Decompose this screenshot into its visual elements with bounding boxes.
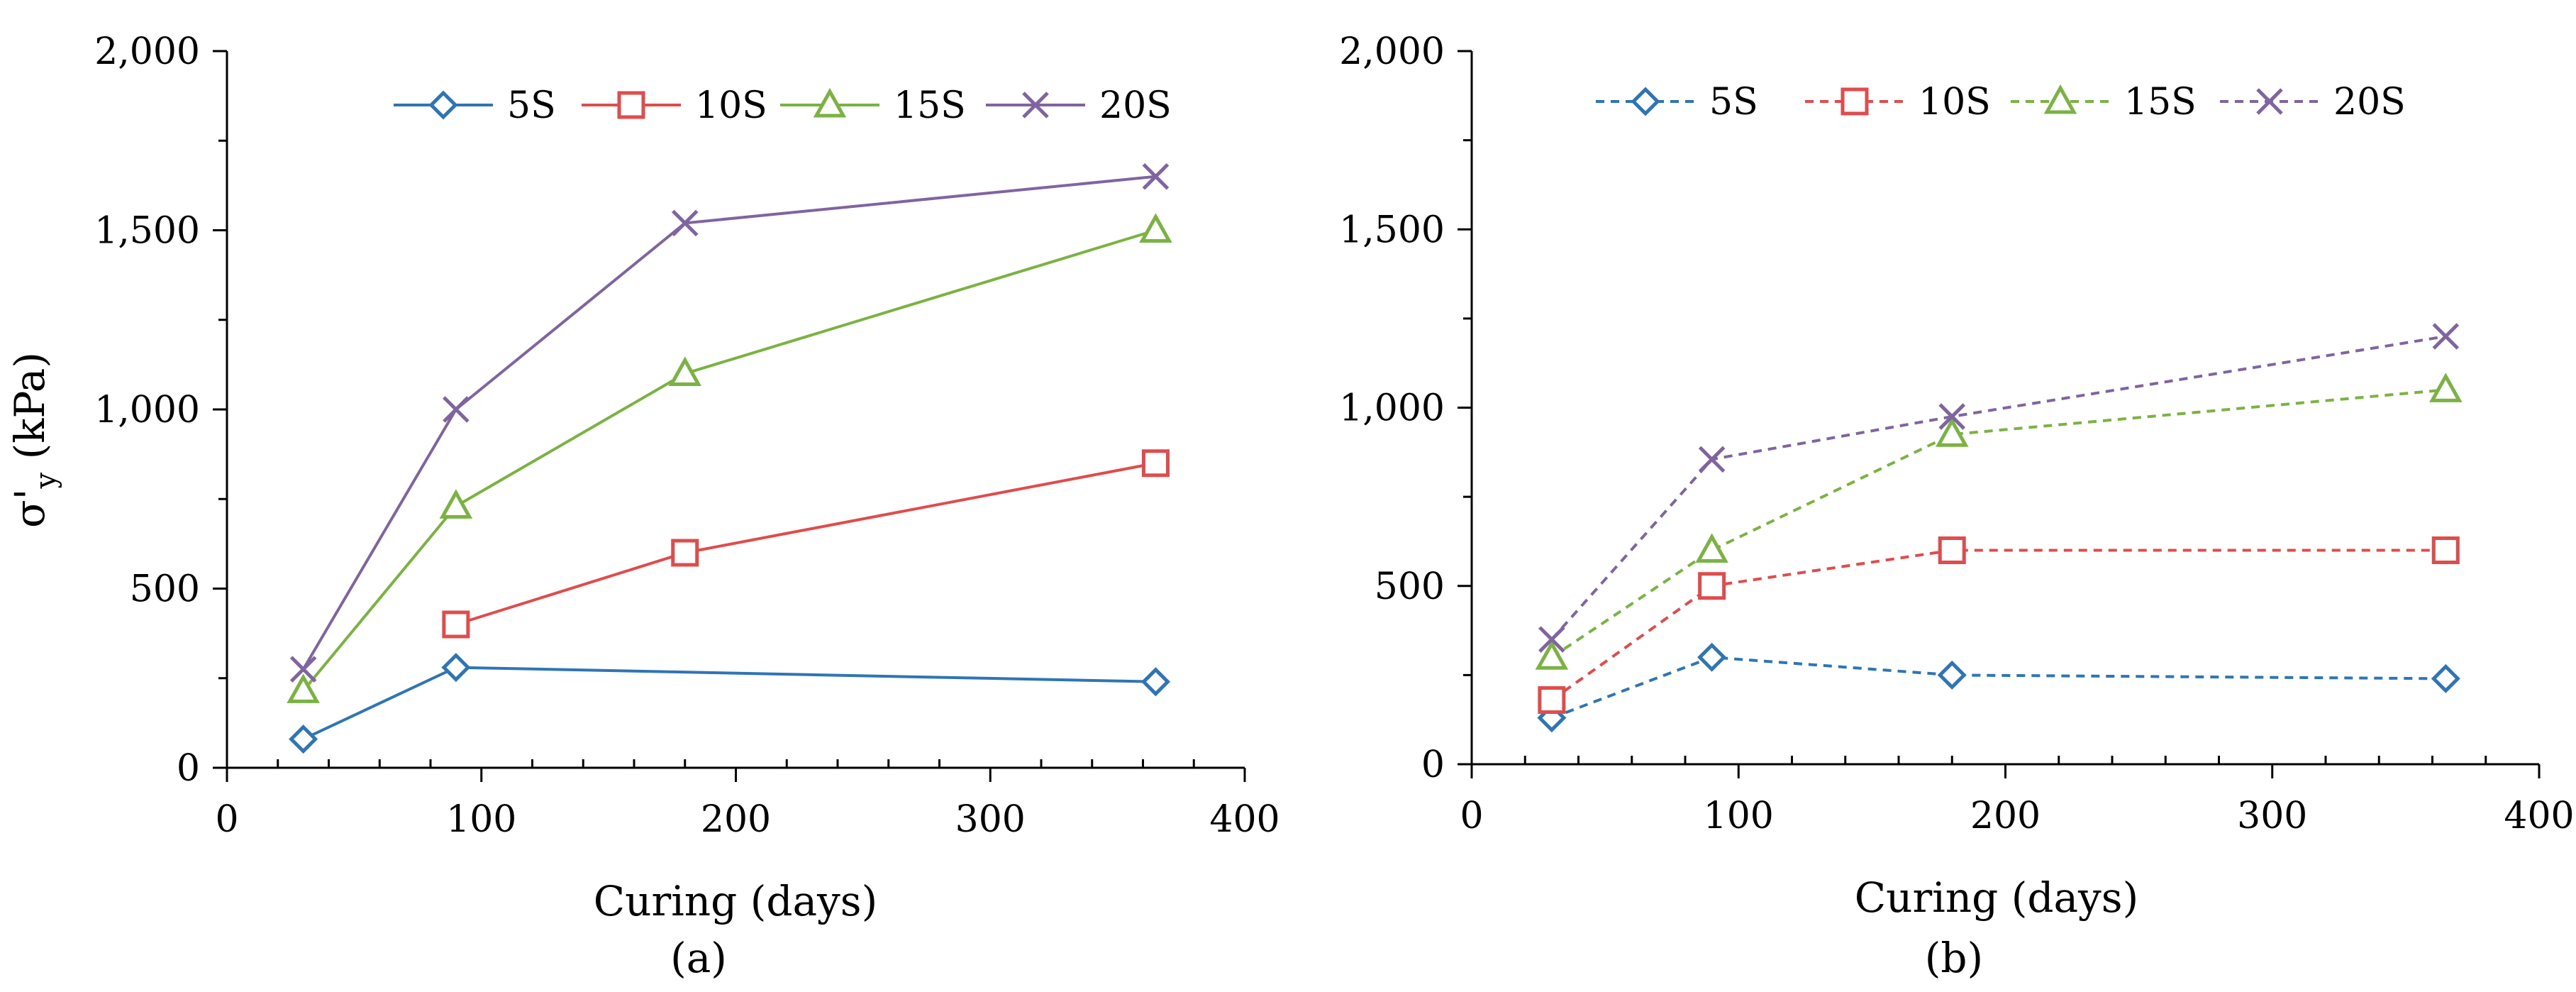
- series-line-15S: [1550, 388, 2446, 658]
- data-point-5S: [1697, 642, 1727, 672]
- legend-marker-10S: [1841, 87, 1869, 116]
- chart-a: 0 500 1,000 1,500 2,000 0 100 200 300 400 Curing (…: [6, 31, 1280, 982]
- data-point-15S: [1935, 417, 1969, 447]
- legend-label-10S: 10S: [695, 84, 767, 127]
- x-axis-label: Curing (days): [594, 877, 877, 925]
- legend-marker-10S: [617, 91, 645, 119]
- data-point-10S: [442, 610, 470, 639]
- x-tick-label: 400: [2504, 795, 2574, 837]
- data-point-15S: [439, 489, 473, 519]
- data-point-15S: [668, 356, 702, 386]
- legend-label-20S: 20S: [1099, 84, 1172, 127]
- legend-marker-20S: [2256, 88, 2283, 115]
- series-line-15S: [302, 228, 1157, 692]
- legend-marker-20S: [1022, 92, 1049, 119]
- x-tick-label: 200: [701, 798, 771, 841]
- y-tick-label: 0: [1421, 744, 1445, 786]
- data-point-10S: [1538, 686, 1566, 715]
- data-point-20S: [1698, 446, 1726, 473]
- series-line-10S: [1550, 549, 2446, 702]
- legend-label-15S: 15S: [2124, 81, 2197, 123]
- data-point-15S: [287, 673, 320, 703]
- data-point-15S: [1535, 640, 1569, 670]
- y-tick-label: 0: [177, 747, 200, 790]
- y-tick-label: 2,000: [1339, 31, 1445, 73]
- legend-marker-5S: [428, 90, 458, 120]
- y-tick-label: 1,500: [1339, 209, 1445, 251]
- chart-b: 0 500 1,000 1,500 2,000 0 100 200 300 400 Curing (…: [1339, 31, 2575, 982]
- data-point-5S: [2431, 663, 2460, 693]
- x-tick-label: 200: [1970, 795, 2041, 837]
- data-point-5S: [1937, 660, 1967, 690]
- data-point-20S: [289, 656, 317, 683]
- x-tick-label: 100: [1704, 795, 1774, 837]
- legend-label-5S: 5S: [507, 84, 556, 127]
- data-point-10S: [1698, 572, 1726, 600]
- y-tick-label: 1,500: [94, 210, 200, 253]
- data-point-10S: [671, 539, 699, 567]
- panel-label: (b): [1925, 934, 1983, 982]
- data-point-5S: [441, 653, 471, 683]
- data-point-20S: [671, 209, 699, 237]
- legend-label-20S: 20S: [2333, 81, 2406, 123]
- data-point-15S: [2429, 373, 2463, 402]
- series-line-20S: [1550, 335, 2446, 641]
- legend-marker-15S: [813, 87, 847, 118]
- data-point-15S: [1139, 213, 1172, 243]
- panel-label: (a): [670, 934, 727, 982]
- series-line-10S: [455, 461, 1156, 626]
- x-axis-label: Curing (days): [1855, 873, 2138, 922]
- legend-label-5S: 5S: [1709, 81, 1758, 123]
- data-point-10S: [1141, 449, 1170, 478]
- legend-label-10S: 10S: [1919, 81, 1991, 123]
- x-tick-label: 0: [215, 798, 238, 841]
- y-tick-label: 2,000: [94, 31, 200, 73]
- data-point-20S: [1938, 403, 1966, 430]
- y-tick-label: 1,000: [94, 389, 200, 431]
- y-tick-label: 1,000: [1339, 387, 1445, 430]
- data-point-20S: [443, 396, 470, 423]
- y-axis-label: σ'y (kPa): [6, 352, 62, 528]
- x-tick-label: 300: [955, 798, 1026, 841]
- legend-marker-5S: [1631, 87, 1660, 116]
- data-point-20S: [1142, 162, 1170, 190]
- data-point-15S: [1695, 533, 1728, 563]
- x-tick-label: 300: [2237, 795, 2307, 837]
- legend-label-15S: 15S: [894, 84, 966, 127]
- x-tick-label: 400: [1209, 798, 1279, 841]
- data-point-10S: [1938, 536, 1966, 564]
- data-point-10S: [2431, 536, 2460, 564]
- series-line-5S: [302, 666, 1156, 741]
- data-point-5S: [289, 724, 318, 754]
- y-tick-label: 500: [130, 568, 200, 611]
- data-point-20S: [1538, 626, 1565, 653]
- series-line-5S: [1551, 656, 2446, 720]
- data-point-5S: [1140, 667, 1170, 697]
- series-line-20S: [301, 175, 1156, 671]
- y-tick-label: 500: [1375, 566, 1445, 608]
- x-tick-label: 100: [446, 798, 516, 841]
- x-tick-label: 0: [1460, 795, 1483, 837]
- data-point-20S: [2432, 323, 2460, 350]
- legend-marker-15S: [2043, 84, 2077, 114]
